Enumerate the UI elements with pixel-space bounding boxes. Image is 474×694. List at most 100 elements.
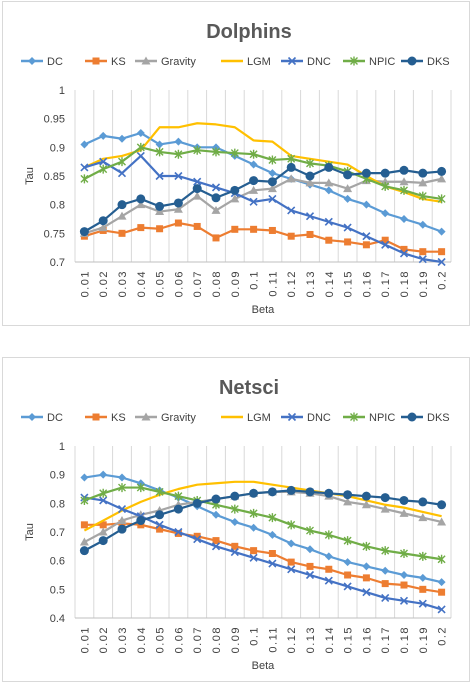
chart-0-legend-marker-ks [92, 57, 100, 65]
chart-1-point-npic [174, 491, 183, 501]
chart-0-point-dc [118, 134, 126, 143]
chart-1-point-ks [381, 580, 389, 588]
chart-1-point-dks [437, 500, 447, 510]
chart-0-point-dnc [155, 171, 164, 181]
chart-1-point-dnc [381, 593, 390, 602]
chart-1-point-ks [231, 542, 239, 550]
chart-0-point-ks [306, 230, 314, 238]
chart-0-y-tick-label: 0.9 [50, 142, 65, 154]
chart-0-point-npic [381, 181, 390, 191]
chart-1-point-ks [344, 571, 352, 579]
chart-1-y-tick-label: 0.7 [50, 527, 65, 539]
chart-1-legend-marker-dc [28, 413, 36, 421]
chart-0-legend-marker-dks [407, 56, 417, 66]
chart-1-point-dc [381, 566, 390, 575]
chart-1-point-dks [98, 536, 108, 546]
chart-1-point-ks [306, 562, 314, 570]
chart-0-point-gravity [98, 223, 108, 232]
chart-1-point-dks [136, 516, 146, 526]
chart-0-point-dc [418, 220, 427, 229]
chart-1-x-tick-label: 0.06 [173, 626, 185, 653]
chart-0-point-dks [230, 185, 240, 195]
chart-1-point-dnc [324, 576, 333, 585]
chart-1-point-dnc [155, 520, 164, 529]
chart-1-y-tick-label: 0.6 [50, 556, 65, 568]
chart-1-x-tick-label: 0.04 [136, 626, 148, 653]
chart-1-legend: DC KS Gravity LGM DNC NPIC DKS [21, 412, 450, 424]
chart-1-point-dks [324, 488, 334, 498]
chart-0-point-npic [136, 142, 145, 152]
chart-1-point-ks [250, 547, 258, 555]
chart-0-point-ks [438, 248, 446, 256]
chart-1-point-dks [361, 491, 371, 501]
chart-1-series-line-npic [84, 486, 442, 561]
chart-1-point-gravity [380, 504, 390, 513]
chart-0-point-ks [325, 236, 333, 244]
chart-0-point-npic [80, 174, 89, 184]
chart-1-x-tick-label: 0.03 [117, 626, 129, 653]
chart-1-point-npic [437, 554, 446, 564]
chart-1-series-dks [79, 485, 447, 556]
chart-0-point-dc [343, 194, 352, 203]
chart-0-point-dc [400, 215, 408, 223]
chart-1-point-dc [306, 545, 314, 554]
chart-0-point-ks [174, 219, 182, 227]
chart-1-x-tick-label: 0.01 [79, 626, 91, 653]
chart-0-y-tick-label: 1 [59, 85, 65, 97]
chart-0-point-gravity [173, 204, 183, 213]
chart-0-point-dc [249, 160, 258, 169]
chart-1-point-dks [418, 497, 428, 507]
chart-1-point-dc [99, 470, 108, 479]
chart-0-point-dks [437, 166, 447, 176]
chart-0-point-ks [231, 225, 239, 233]
chart-1-x-tick-label: 0.15 [343, 626, 355, 653]
chart-1-point-npic [249, 508, 258, 518]
chart-0-x-tick-label: 0.08 [211, 270, 223, 297]
chart-0-series-dc [80, 129, 446, 236]
chart-1-y-tick-label: 1 [59, 441, 65, 453]
chart-1-x-tick-label: 0.2 [437, 626, 449, 646]
chart-0-point-dks [286, 162, 296, 172]
chart-1-point-npic [287, 520, 296, 530]
chart-0-x-tick-label: 0.11 [267, 270, 279, 297]
chart-1-point-dks [380, 493, 390, 503]
chart-1-point-dnc [174, 527, 183, 537]
chart-1-point-dc [212, 510, 220, 519]
chart-0-point-gravity [192, 191, 202, 200]
chart-0-point-gravity [136, 200, 146, 209]
chart-1-point-npic [118, 483, 126, 493]
chart-0-point-dnc [324, 217, 333, 226]
chart-0-x-tick-label: 0.15 [343, 270, 355, 297]
chart-0-x-tick-label: 0.04 [136, 270, 148, 297]
chart-0-point-dnc [287, 206, 296, 215]
chart-1-point-dc [249, 523, 258, 532]
chart-1-point-gravity [361, 500, 371, 509]
chart-0-point-dc [99, 131, 108, 140]
chart-1-point-dks [192, 498, 202, 508]
chart-0-point-dnc [418, 255, 427, 264]
chart-0-legend-marker-dnc [287, 56, 297, 66]
chart-0-point-npic [249, 149, 258, 159]
chart-0-point-dc [362, 200, 371, 209]
chart-0-x-tick-label: 0.01 [79, 270, 91, 297]
chart-1-series-npic [80, 483, 446, 564]
chart-0-point-dks [324, 162, 334, 172]
chart-1-legend-marker-npic [350, 412, 358, 422]
chart-1-point-ks [419, 585, 427, 593]
chart-1-point-dc [230, 517, 239, 526]
chart-1-point-npic [362, 541, 371, 551]
chart-1-point-dnc [268, 559, 277, 568]
chart-1-point-ks [99, 521, 107, 529]
chart-1-point-gravity [418, 513, 428, 522]
chart-1-legend-marker-gravity [141, 412, 151, 421]
chart-1-point-dks [211, 494, 221, 504]
chart-1-x-tick-label: 0.1 [249, 626, 261, 646]
chart-1-point-npic [400, 549, 408, 558]
chart-0-point-dc [268, 169, 277, 178]
chart-0-point-dnc [136, 151, 145, 160]
chart-1-point-dc [268, 530, 277, 539]
chart-1-point-dc [400, 571, 408, 579]
chart-0-point-gravity [267, 184, 277, 193]
chart-0-series-line-npic [83, 146, 442, 201]
chart-1-legend-label-dks: DKS [427, 412, 450, 424]
